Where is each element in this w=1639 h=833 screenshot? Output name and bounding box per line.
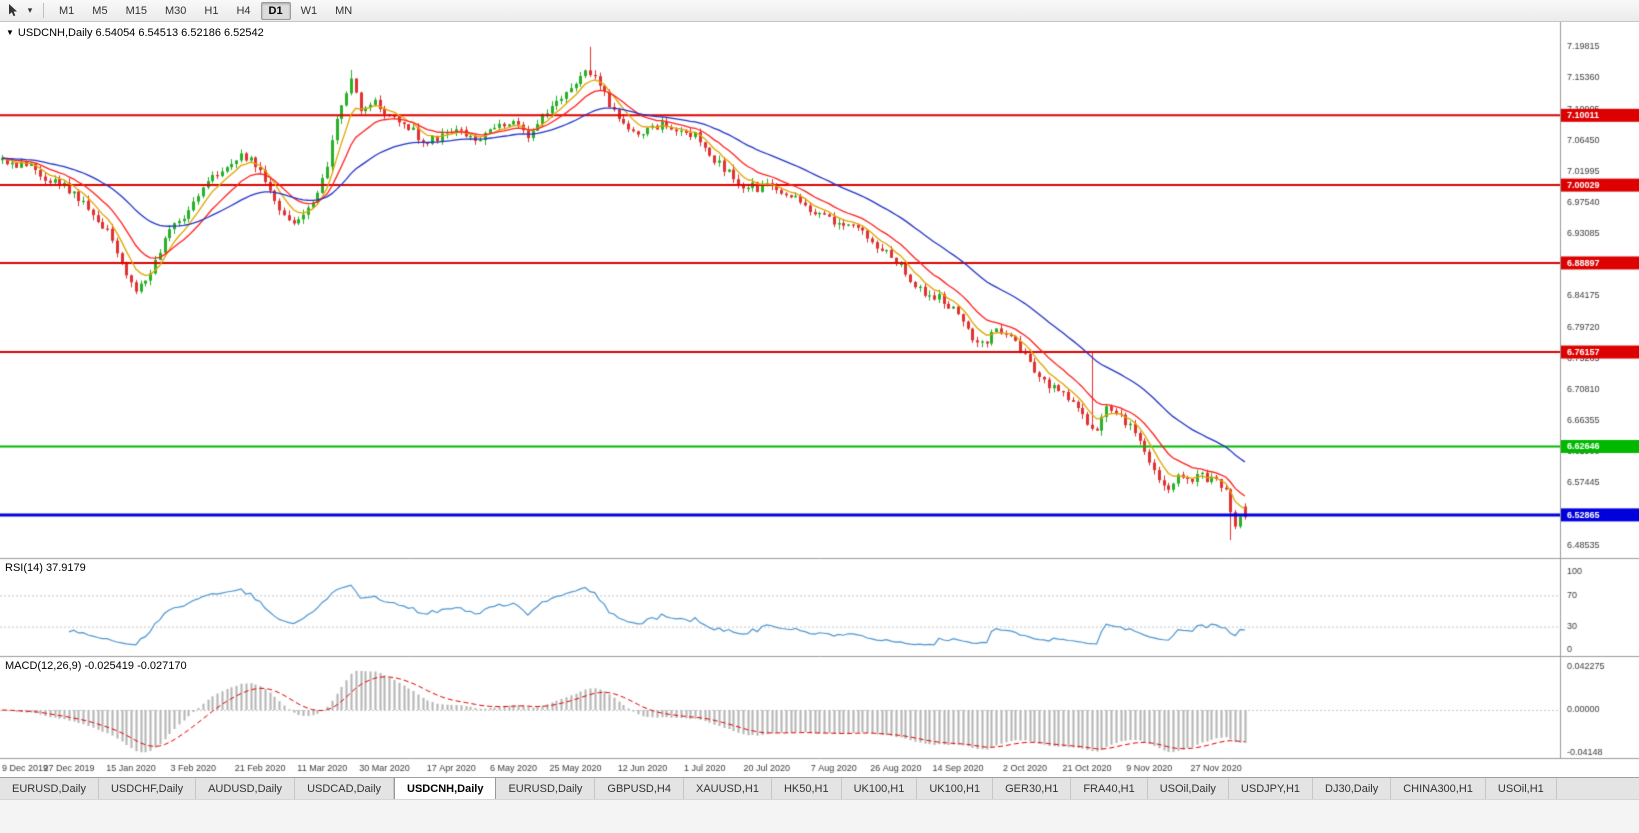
symbol-tab-USOil-Daily[interactable]: USOil,Daily xyxy=(1147,778,1229,799)
timeframe-button-M1[interactable]: M1 xyxy=(59,4,75,17)
chart-context-menu-icon[interactable]: ▼ xyxy=(6,28,14,37)
symbol-tab-HK50-H1[interactable]: HK50,H1 xyxy=(771,778,842,799)
macd-label-text: MACD(12,26,9) -0.025419 -0.027170 xyxy=(5,660,187,672)
rsi-label-text: RSI(14) 37.9179 xyxy=(5,562,86,574)
symbol-tab-USOil-H1[interactable]: USOil,H1 xyxy=(1485,778,1557,799)
timeframe-buttons-group: M1 M5 M15 M30 H1 H4 D1 W1 MN xyxy=(51,1,360,20)
symbol-tab-USDCAD-Daily[interactable]: USDCAD,Daily xyxy=(295,778,395,799)
symbol-tab-CHINA300-H1[interactable]: CHINA300,H1 xyxy=(1391,778,1486,799)
toolbar-separator xyxy=(43,3,44,18)
timeframe-button-H4[interactable]: H4 xyxy=(236,4,251,17)
chart-header: ▼ USDCNH,Daily 6.54054 6.54513 6.52186 6… xyxy=(6,27,264,39)
timeframe-button-W1[interactable]: W1 xyxy=(300,4,318,17)
symbol-tab-EURUSD-Daily[interactable]: EURUSD,Daily xyxy=(0,778,99,799)
chart-dropdown-icon[interactable]: ▾ xyxy=(27,5,33,15)
symbol-tab-USDCNH-Daily[interactable]: USDCNH,Daily xyxy=(394,778,497,799)
timeframe-button-D1[interactable]: D1 xyxy=(260,1,291,20)
timeframe-button-M5[interactable]: M5 xyxy=(92,4,108,17)
symbol-tab-FRA40-H1[interactable]: FRA40,H1 xyxy=(1071,778,1148,799)
symbol-tab-USDJPY-H1[interactable]: USDJPY,H1 xyxy=(1228,778,1314,799)
symbol-tab-UK100-H1[interactable]: UK100,H1 xyxy=(917,778,994,799)
rsi-indicator-label: RSI(14) 37.9179 xyxy=(5,562,86,574)
cursor-icon[interactable] xyxy=(4,2,22,20)
timeframe-toolbar: ▾ M1 M5 M15 M30 H1 H4 D1 W1 MN xyxy=(0,0,1639,22)
chart-title-ohlc: USDCNH,Daily 6.54054 6.54513 6.52186 6.5… xyxy=(17,27,264,39)
macd-indicator-label: MACD(12,26,9) -0.025419 -0.027170 xyxy=(5,660,187,672)
status-bar xyxy=(0,799,1639,833)
timeframe-button-H1[interactable]: H1 xyxy=(204,4,219,17)
symbol-tab-DJ30-Daily[interactable]: DJ30,Daily xyxy=(1313,778,1392,799)
symbol-tab-GER30-H1[interactable]: GER30,H1 xyxy=(993,778,1072,799)
symbol-tab-XAUUSD-H1[interactable]: XAUUSD,H1 xyxy=(683,778,772,799)
timeframe-button-M30[interactable]: M30 xyxy=(164,4,187,17)
symbol-tab-EURUSD-Daily[interactable]: EURUSD,Daily xyxy=(496,778,596,799)
timeframe-button-M15[interactable]: M15 xyxy=(125,4,147,17)
symbol-tab-USDCHF-Daily[interactable]: USDCHF,Daily xyxy=(98,778,197,799)
chart-canvas[interactable] xyxy=(0,22,1639,777)
symbol-tab-AUDUSD-Daily[interactable]: AUDUSD,Daily xyxy=(196,778,296,799)
symbol-tab-bar: EURUSD,Daily USDCHF,Daily AUDUSD,Daily USDC… xyxy=(0,777,1639,799)
timeframe-button-MN[interactable]: MN xyxy=(335,4,353,17)
symbol-tab-GBPUSD-H4[interactable]: GBPUSD,H4 xyxy=(595,778,684,799)
symbol-tab-UK100-H1[interactable]: UK100,H1 xyxy=(841,778,918,799)
